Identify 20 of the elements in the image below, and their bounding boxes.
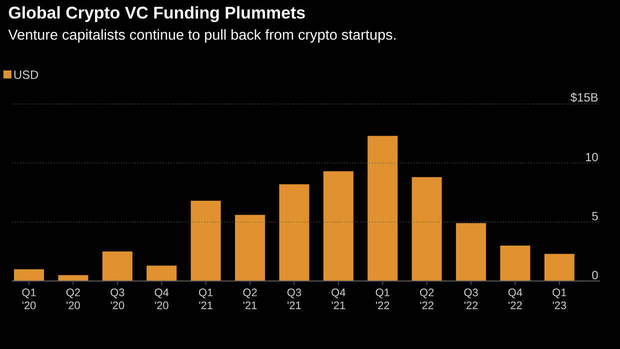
x-tick-label: Q3 '20 [110, 288, 124, 310]
legend-label: USD [14, 70, 38, 79]
y-tick-label: 5 [592, 212, 598, 220]
y-tick-label: $15B [570, 92, 598, 102]
x-tick-label: Q1 '22 [376, 288, 390, 310]
y-tick-label: 0 [592, 270, 598, 280]
chart-subtitle: Venture capitalists continue to pull back from crypto startups. [8, 29, 396, 43]
x-tick-label: Q4 '21 [332, 288, 346, 310]
y-tick-label: 10 [586, 152, 598, 162]
x-tick-label: Q3 '21 [287, 288, 302, 310]
x-tick-label: Q2 '22 [420, 288, 434, 310]
x-tick-label: Q1 '23 [552, 288, 566, 310]
chart-title: Global Crypto VC Funding Plummets [8, 6, 305, 22]
x-tick-label: Q4 '22 [508, 288, 522, 310]
x-tick-label: Q2 '20 [66, 288, 80, 310]
x-tick-label: Q4 '20 [154, 288, 169, 310]
x-tick-label: Q1 '20 [22, 288, 36, 310]
x-tick-label: Q3 '22 [464, 288, 478, 310]
x-tick-label: Q1 '21 [199, 288, 213, 310]
x-tick-label: Q2 '21 [243, 288, 257, 310]
